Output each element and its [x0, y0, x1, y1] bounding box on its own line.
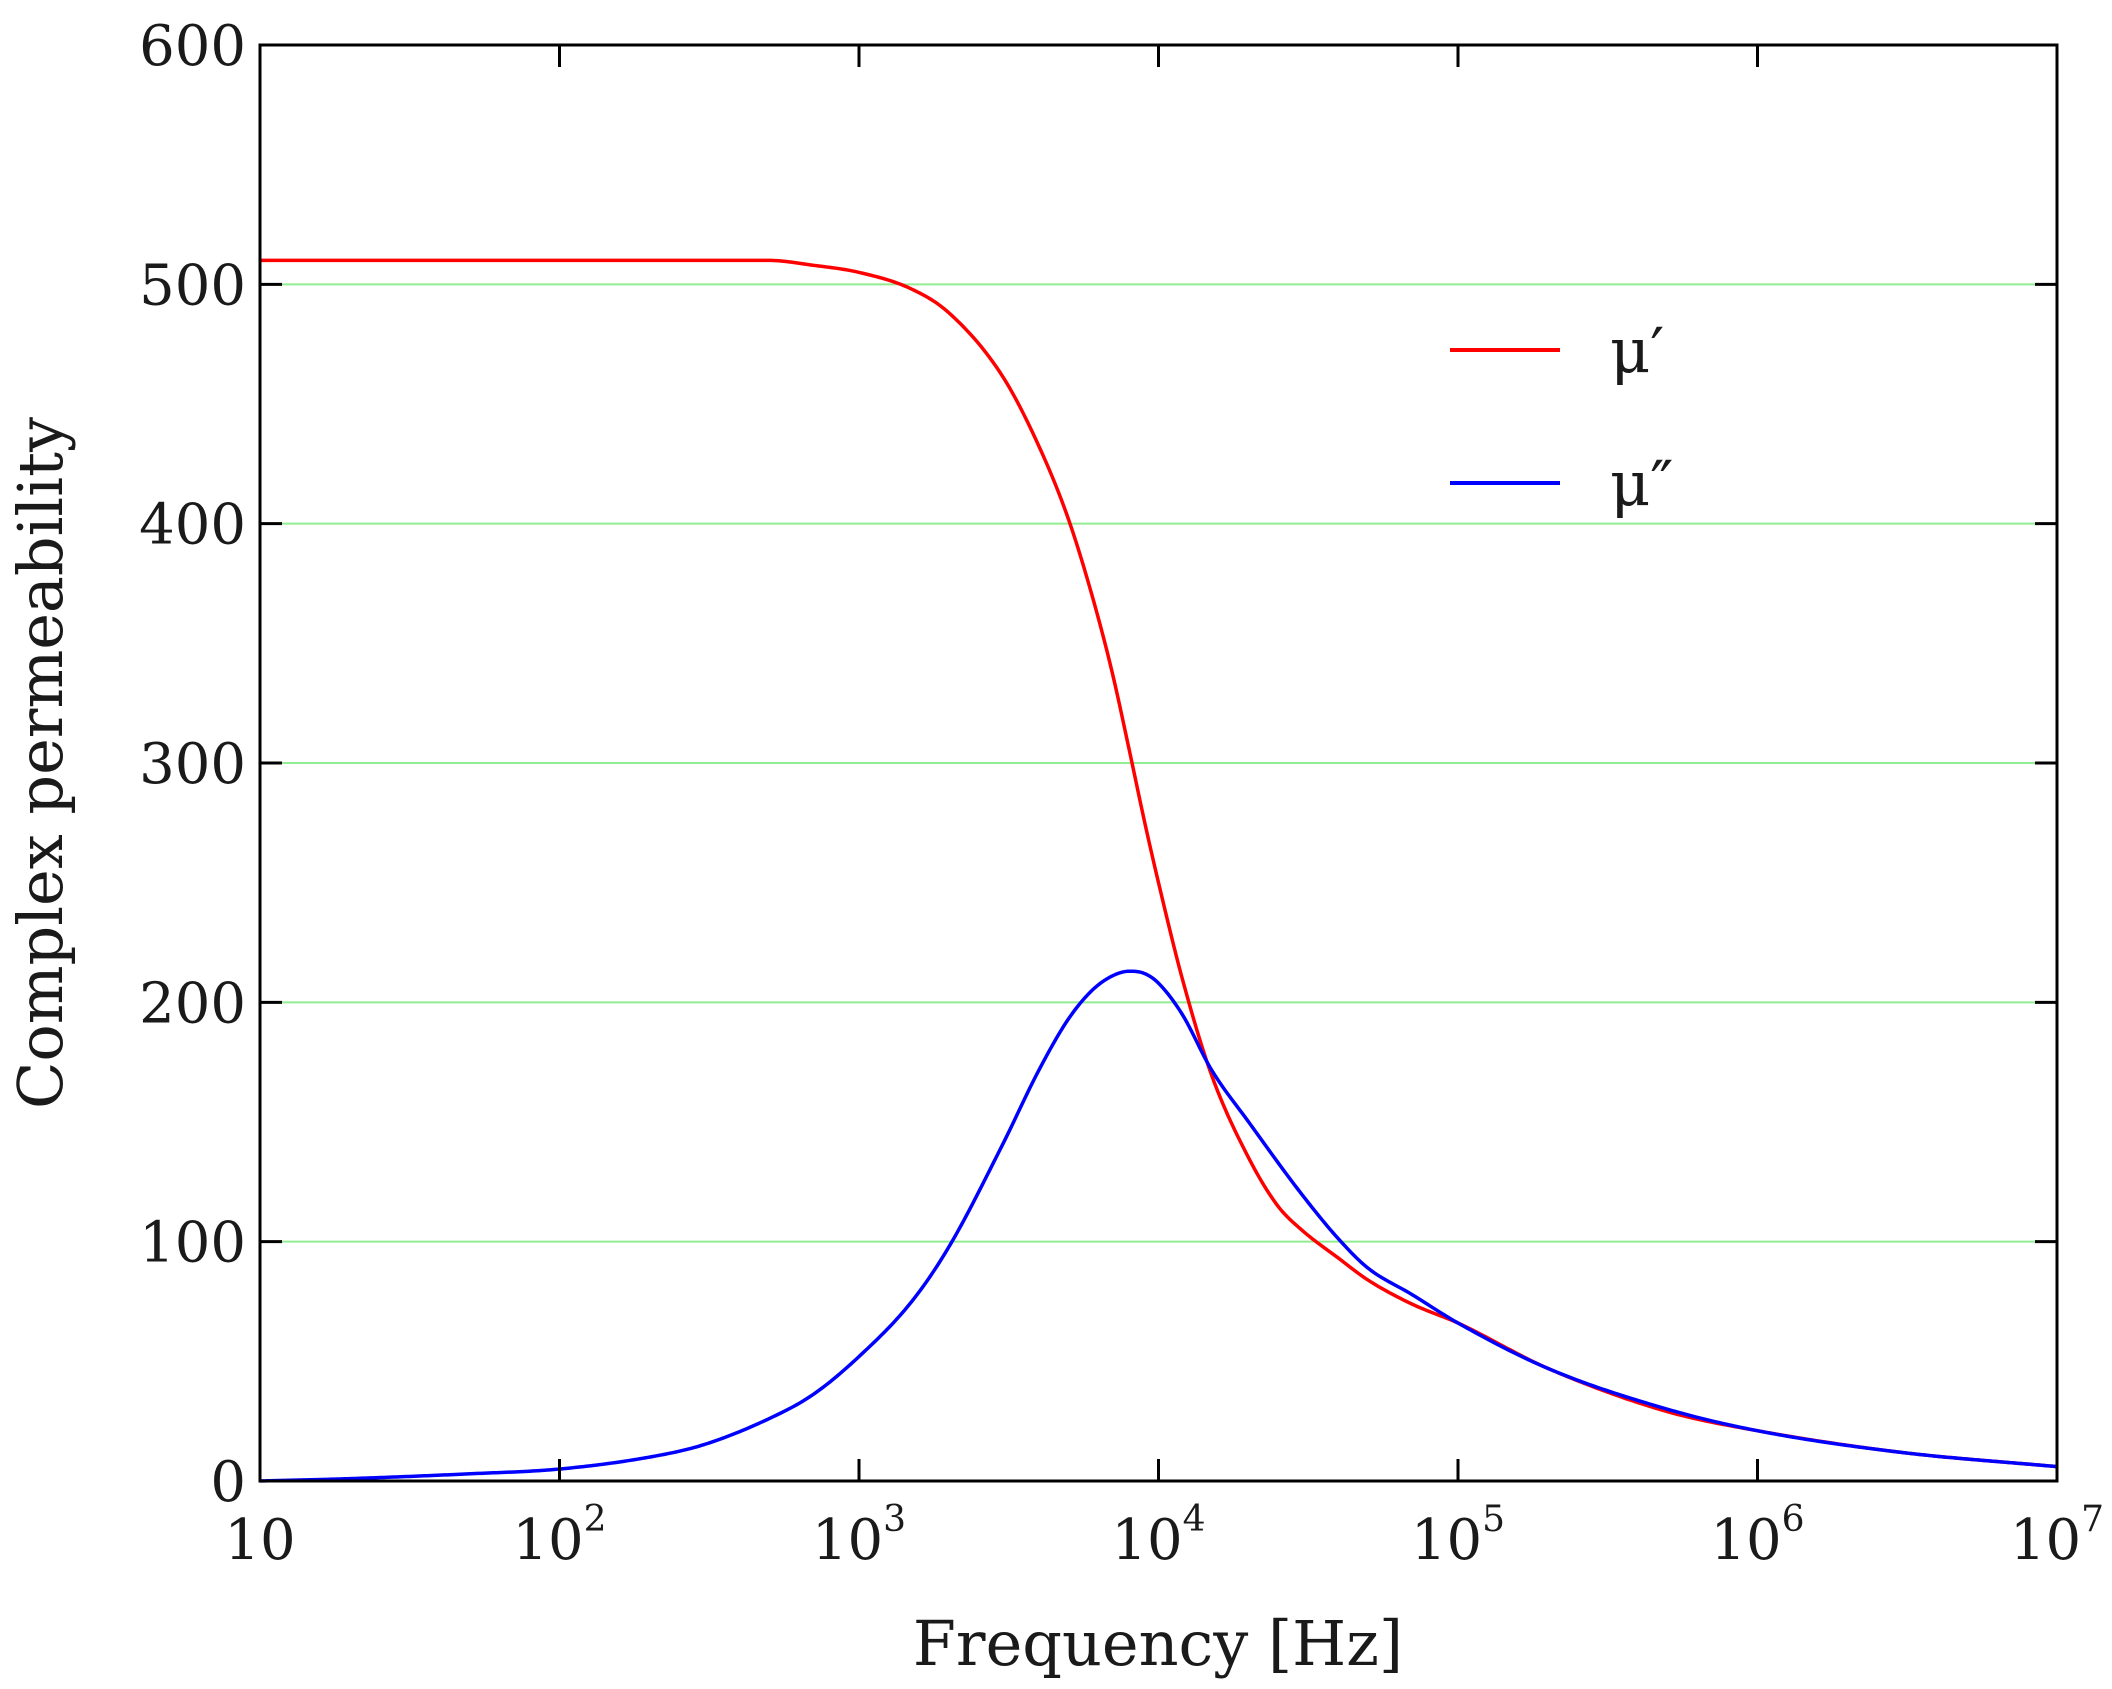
y-tick-label: 0: [210, 1450, 246, 1515]
x-tick-label: 107: [2010, 1499, 2104, 1573]
x-tick-label-base: 10: [812, 1508, 883, 1573]
x-axis-title: Frequency [Hz]: [913, 1607, 1403, 1680]
x-tick-label-exponent: 3: [883, 1499, 906, 1540]
y-tick-label: 500: [139, 253, 246, 318]
x-tick-label: 104: [1111, 1499, 1205, 1573]
x-tick-label-base: 10: [1111, 1508, 1182, 1573]
x-tick-label-exponent: 4: [1183, 1499, 1206, 1540]
x-tick-label-base: 10: [512, 1508, 583, 1573]
x-tick-label-base: 10: [1411, 1508, 1482, 1573]
x-tick-label-exponent: 6: [1782, 1499, 1805, 1540]
x-tick-label-base: 10: [1710, 1508, 1781, 1573]
x-tick-label: 105: [1411, 1499, 1505, 1573]
y-axis-title: Complex permeability: [4, 417, 77, 1109]
y-tick-label: 200: [139, 971, 246, 1036]
y-tick-label: 600: [139, 14, 246, 79]
x-tick-label-exponent: 2: [584, 1499, 607, 1540]
x-tick-label-exponent: 5: [1482, 1499, 1505, 1540]
x-tick-label: 102: [512, 1499, 606, 1573]
gridlines: [260, 283, 2057, 1243]
x-tick-label-exponent: 7: [2081, 1499, 2104, 1540]
x-tick-label: 10: [224, 1508, 295, 1573]
x-tick-label: 103: [812, 1499, 906, 1573]
legend-label-mu-double-prime: μ″: [1610, 447, 1673, 520]
y-tick-label: 100: [139, 1211, 246, 1276]
y-tick-label: 400: [139, 493, 246, 558]
x-tick-label-base: 10: [224, 1508, 295, 1573]
x-tick-label-base: 10: [2010, 1508, 2081, 1573]
legend: μ′ μ″: [1450, 314, 1673, 520]
legend-label-mu-prime: μ′: [1610, 314, 1664, 387]
x-tick-label: 106: [1710, 1499, 1804, 1573]
y-tick-label: 300: [139, 732, 246, 797]
